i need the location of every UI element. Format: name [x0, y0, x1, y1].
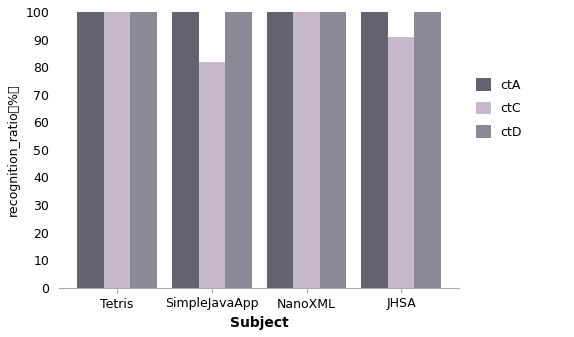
Bar [320, 12, 346, 288]
Bar [388, 37, 414, 288]
Bar [77, 12, 104, 288]
Legend: ctA, ctC, ctD: ctA, ctC, ctD [470, 72, 529, 145]
Bar [199, 62, 225, 288]
Bar [362, 12, 388, 288]
Y-axis label: recognition_ratio（%）: recognition_ratio（%） [7, 84, 20, 216]
Bar [414, 12, 441, 288]
Bar [130, 12, 157, 288]
Bar [225, 12, 251, 288]
Bar [104, 12, 130, 288]
Bar [293, 12, 320, 288]
X-axis label: Subject: Subject [230, 316, 289, 330]
Bar [172, 12, 199, 288]
Bar [267, 12, 293, 288]
